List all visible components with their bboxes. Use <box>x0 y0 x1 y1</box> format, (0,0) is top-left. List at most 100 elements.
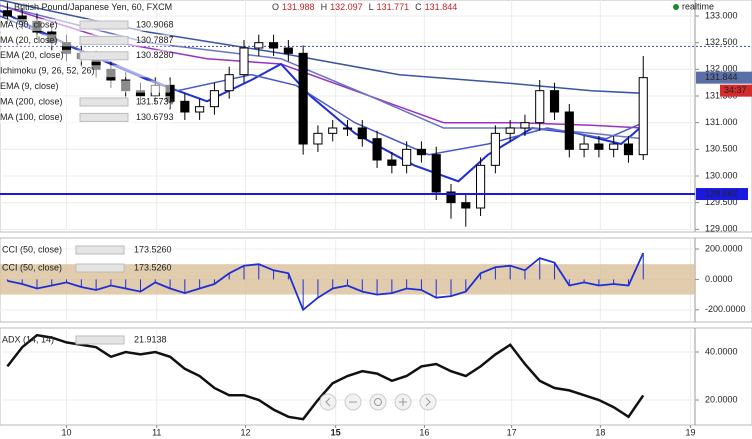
candle-body <box>268 42 279 49</box>
panel-frame <box>0 0 752 233</box>
nav-glyphs <box>325 397 431 407</box>
chart-title: British Pound/Japanese Yen, 60, FXCM <box>14 2 172 12</box>
legend-icons <box>75 335 125 345</box>
zoom-controls[interactable] <box>319 393 437 411</box>
candle-body <box>594 143 604 150</box>
legend-icons <box>79 20 129 30</box>
candle-body <box>520 122 530 129</box>
candle-body <box>254 42 264 49</box>
candle-body <box>535 90 545 124</box>
countdown: 34:37 <box>724 85 747 95</box>
indicator-line <box>0 4 644 140</box>
candle-body <box>342 127 353 130</box>
ohlc-label: C <box>415 2 422 12</box>
candle-body <box>416 148 427 156</box>
y-tick-label: 20.0000 <box>705 394 738 404</box>
y-tick-label: 133.000 <box>705 10 738 20</box>
legend-value: 130.9068 <box>136 19 174 29</box>
legend-icons <box>75 245 125 255</box>
legend-bg <box>0 65 170 78</box>
candle-body <box>357 127 367 140</box>
legend-value: 130.8280 <box>136 50 174 60</box>
y-tick-label: 132.500 <box>705 37 738 47</box>
legend-icons <box>75 263 125 273</box>
candle-body <box>579 143 589 150</box>
legend-icons <box>79 97 129 107</box>
legend-name: EMA (20, close) <box>0 50 64 60</box>
y-tick-label: 40.0000 <box>705 346 738 356</box>
panel-frame <box>0 237 752 323</box>
candle-body <box>446 191 456 204</box>
realtime-dot <box>673 4 679 10</box>
candle-body <box>328 127 338 134</box>
x-tick-label: 16 <box>419 427 429 437</box>
legend-name: MA (90, close) <box>0 19 58 29</box>
candle-body <box>195 106 205 113</box>
candle-body <box>2 10 12 17</box>
candle-body <box>209 90 219 108</box>
legend-name: EMA (9, close) <box>0 81 59 91</box>
x-tick-label: 12 <box>240 427 250 437</box>
legend-bg <box>0 80 170 93</box>
countdown-box <box>720 84 752 97</box>
ohlc-value: 132.097 <box>330 2 363 12</box>
candle-body <box>224 74 234 92</box>
legend-name: MA (100, close) <box>0 112 63 122</box>
candle-body <box>283 47 293 54</box>
ohlc-value: 131.988 <box>282 2 315 12</box>
candle-body <box>490 132 500 166</box>
candle-body <box>372 138 382 161</box>
candle-body <box>402 148 412 166</box>
indicator-line <box>0 0 644 95</box>
candle-body <box>298 52 308 145</box>
legend-name: Ichimoku (9, 26, 52, 26) <box>0 66 95 76</box>
candle-body <box>431 154 441 193</box>
y-tick-label: 130.500 <box>705 144 738 154</box>
legend-icons <box>79 112 129 122</box>
last-price-box <box>696 71 752 84</box>
nav-left[interactable] <box>319 393 337 411</box>
candle-body <box>623 143 634 156</box>
legend-value: 131.5734 <box>136 96 174 106</box>
candle-body <box>180 100 190 113</box>
x-tick-label: 10 <box>62 427 72 437</box>
legend-icons <box>79 51 129 61</box>
legend-name: MA (20, close) <box>0 35 58 45</box>
indicator-line <box>7 252 645 312</box>
candle-body <box>313 132 323 145</box>
x-tick-label: 15 <box>331 427 341 437</box>
x-tick-label: 19 <box>686 427 696 437</box>
ohlc-value: 131.771 <box>377 2 410 12</box>
reset[interactable] <box>369 393 387 411</box>
y-tick-label: 130.000 <box>705 170 738 180</box>
candle-body <box>239 47 249 76</box>
candle-body <box>549 90 560 113</box>
price-box-label: 129.662 <box>705 188 738 198</box>
legend-value: 130.7887 <box>136 35 174 45</box>
legend-name: CCI (50, close) <box>2 244 62 254</box>
panel-frame <box>0 327 752 426</box>
y-tick-label: 129.000 <box>705 224 738 234</box>
realtime-label: realtime <box>682 1 714 11</box>
candle-body <box>165 84 175 102</box>
indicator-line <box>6 333 645 421</box>
legend-value: 21.9138 <box>134 334 167 344</box>
x-tick-label: 11 <box>152 427 161 437</box>
candle-body <box>638 77 648 156</box>
legend-icons <box>79 35 129 45</box>
candle-body <box>564 111 574 150</box>
legend-name: CCI (50, close) <box>2 262 62 272</box>
candle-body <box>505 127 515 134</box>
price-box <box>696 188 748 201</box>
legend-value: 130.6793 <box>136 112 174 122</box>
ohlc-label: L <box>369 2 374 12</box>
last-price-label: 131.844 <box>705 72 738 82</box>
y-tick-label: 131.000 <box>705 117 738 127</box>
candle-body <box>476 164 486 209</box>
candle-body <box>609 143 619 150</box>
nav-right[interactable] <box>419 393 437 411</box>
ohlc: O 131.988 H 132.097 L 131.771 C 131.844 <box>272 2 457 12</box>
y-tick-label: 132.000 <box>705 64 738 74</box>
